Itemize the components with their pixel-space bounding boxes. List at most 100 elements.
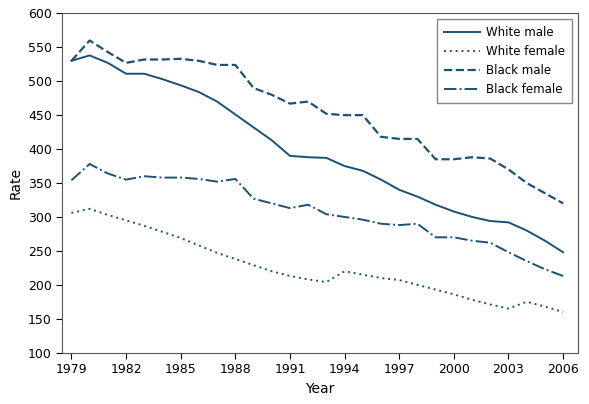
White male (68, 59, 75, 63)
White female (250, 263, 257, 267)
Black female (505, 250, 512, 255)
White male (286, 154, 293, 158)
Legend: White male, White female, Black male, Black female: White male, White female, Black male, Bl… (437, 19, 572, 103)
White male (177, 83, 184, 88)
Black male (487, 156, 494, 161)
Black male (414, 137, 421, 141)
White female (141, 223, 148, 228)
White female (159, 229, 166, 234)
Line: White male: White male (71, 55, 563, 252)
White male (232, 112, 239, 117)
White male (268, 138, 275, 143)
White male (378, 177, 385, 182)
White male (523, 228, 530, 233)
Black male (560, 201, 567, 206)
White male (451, 209, 458, 214)
White male (214, 99, 221, 104)
Black female (268, 201, 275, 206)
White male (196, 90, 203, 95)
Black male (123, 61, 130, 65)
Black male (250, 86, 257, 90)
White male (159, 77, 166, 82)
Black female (414, 221, 421, 226)
White male (505, 220, 512, 225)
Black female (286, 206, 293, 210)
Black male (451, 157, 458, 162)
Black male (541, 191, 548, 196)
Black male (523, 181, 530, 185)
White male (432, 202, 439, 207)
Line: White female: White female (71, 209, 563, 312)
Black male (68, 59, 75, 63)
White female (123, 218, 130, 223)
Black female (68, 178, 75, 183)
White female (86, 206, 93, 211)
Black male (268, 93, 275, 97)
Black male (86, 38, 93, 43)
Black female (250, 196, 257, 201)
Black female (159, 175, 166, 180)
Black female (177, 175, 184, 180)
White female (196, 243, 203, 248)
Black female (378, 221, 385, 226)
Black female (468, 238, 475, 243)
Black female (451, 235, 458, 240)
White male (541, 238, 548, 243)
Black male (177, 57, 184, 61)
White male (305, 155, 312, 160)
White female (104, 213, 111, 217)
Black male (323, 112, 330, 116)
White male (341, 164, 348, 168)
White female (432, 287, 439, 292)
Black female (86, 162, 93, 166)
White male (104, 61, 111, 65)
Black male (214, 63, 221, 67)
Black female (432, 235, 439, 240)
Black female (560, 274, 567, 278)
Black male (159, 57, 166, 62)
White female (541, 304, 548, 309)
Black male (396, 137, 403, 141)
Y-axis label: Rate: Rate (8, 167, 22, 199)
Black male (196, 59, 203, 63)
Black female (541, 267, 548, 271)
Black female (359, 217, 366, 222)
White male (250, 125, 257, 130)
White female (68, 210, 75, 215)
White male (123, 72, 130, 76)
White female (177, 236, 184, 240)
Black female (196, 177, 203, 181)
Black male (505, 167, 512, 172)
White female (487, 302, 494, 307)
White female (523, 299, 530, 304)
White female (341, 269, 348, 274)
Black male (359, 113, 366, 118)
White female (414, 282, 421, 287)
Black female (341, 215, 348, 219)
White male (560, 250, 567, 255)
Black male (141, 57, 148, 62)
Black male (286, 101, 293, 106)
White female (286, 274, 293, 278)
Line: Black female: Black female (71, 164, 563, 276)
White female (560, 309, 567, 314)
White male (468, 215, 475, 219)
White female (323, 280, 330, 284)
Black male (468, 155, 475, 160)
White female (305, 277, 312, 282)
Black female (123, 177, 130, 182)
White female (232, 257, 239, 261)
Black female (487, 240, 494, 245)
White female (359, 272, 366, 277)
White female (268, 269, 275, 274)
Black female (141, 174, 148, 179)
Black female (214, 179, 221, 184)
White female (505, 306, 512, 311)
White male (323, 156, 330, 160)
Black male (432, 157, 439, 162)
White female (468, 297, 475, 302)
White female (214, 250, 221, 255)
Black male (378, 135, 385, 139)
Black male (305, 99, 312, 104)
Black male (341, 113, 348, 118)
